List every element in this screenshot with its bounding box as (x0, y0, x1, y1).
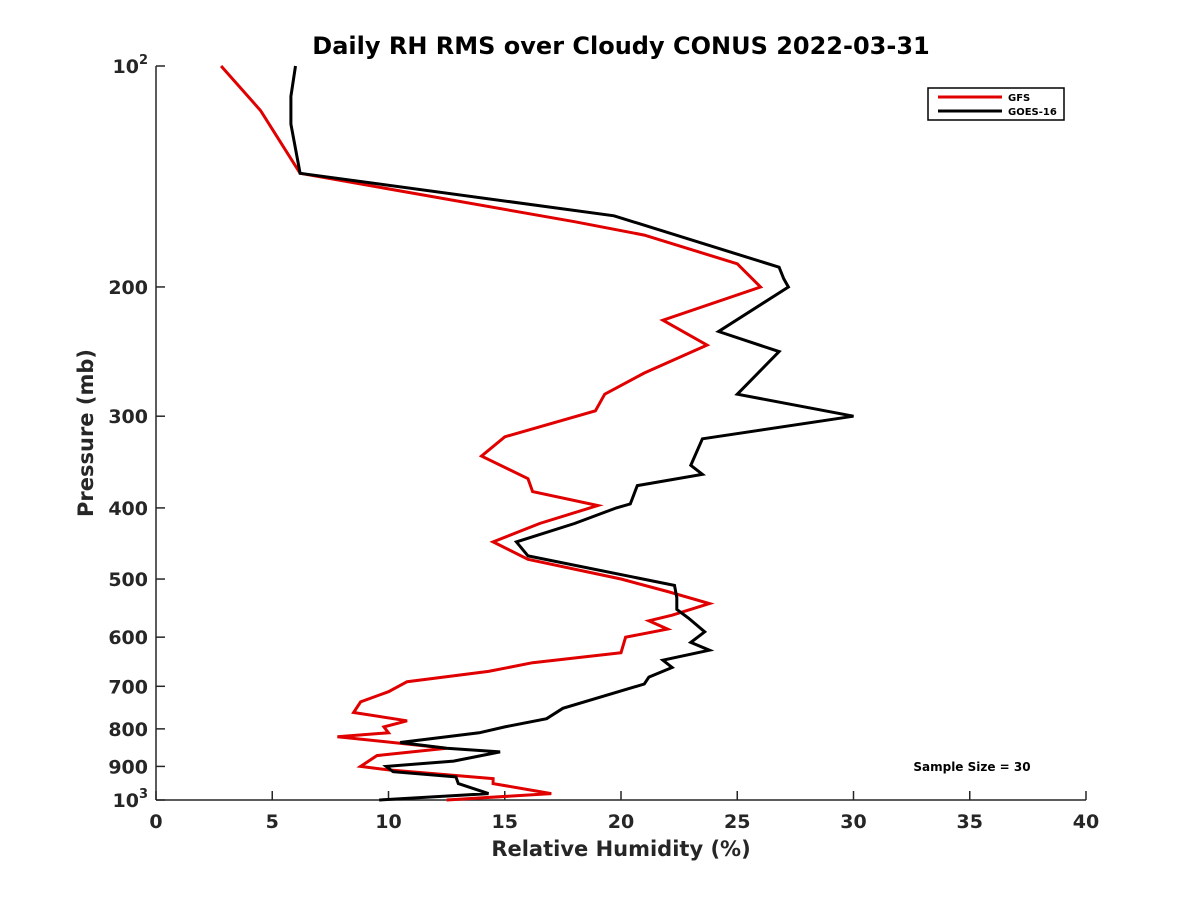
chart-title: Daily RH RMS over Cloudy CONUS 2022-03-3… (312, 32, 929, 60)
x-tick-label: 35 (957, 811, 983, 833)
y-tick-label: 600 (108, 627, 148, 649)
y-tick-label: 900 (108, 756, 148, 778)
x-tick-label: 10 (375, 811, 401, 833)
y-tick-label: 400 (108, 498, 148, 520)
series-lines (219, 65, 854, 802)
plot-area: 0 5 10 15 20 25 30 35 40 102 200 300 400 500 600 700 80… (108, 53, 1099, 833)
x-tick-label: 0 (149, 811, 162, 833)
x-ticks: 0 5 10 15 20 25 30 35 40 (149, 791, 1099, 833)
y-tick-label: 102 (113, 53, 149, 78)
x-axis-label: Relative Humidity (%) (491, 837, 750, 861)
x-tick-label: 15 (492, 811, 518, 833)
x-tick-label: 20 (608, 811, 634, 833)
y-ticks: 102 200 300 400 500 600 700 800 900 103 (108, 53, 165, 812)
x-tick-label: 5 (266, 811, 279, 833)
y-tick-label: 800 (108, 719, 148, 741)
x-tick-label: 25 (724, 811, 750, 833)
y-axis-label: Pressure (mb) (74, 349, 98, 517)
y-tick-label: 300 (108, 406, 148, 428)
legend: GFS GOES-16 (927, 87, 1065, 121)
y-tick-label: 500 (108, 569, 148, 591)
legend-label: GFS (1008, 93, 1030, 104)
y-tick-label: 700 (108, 676, 148, 698)
legend-label: GOES-16 (1008, 107, 1057, 118)
y-tick-label: 200 (108, 277, 148, 299)
y-tick-label: 103 (113, 787, 149, 812)
x-tick-label: 30 (840, 811, 866, 833)
sample-size-annotation: Sample Size = 30 (913, 760, 1030, 774)
x-tick-label: 40 (1073, 811, 1099, 833)
series-line-goes-16 (289, 65, 854, 802)
series-line-gfs (219, 65, 764, 802)
legend-box (927, 87, 1065, 121)
